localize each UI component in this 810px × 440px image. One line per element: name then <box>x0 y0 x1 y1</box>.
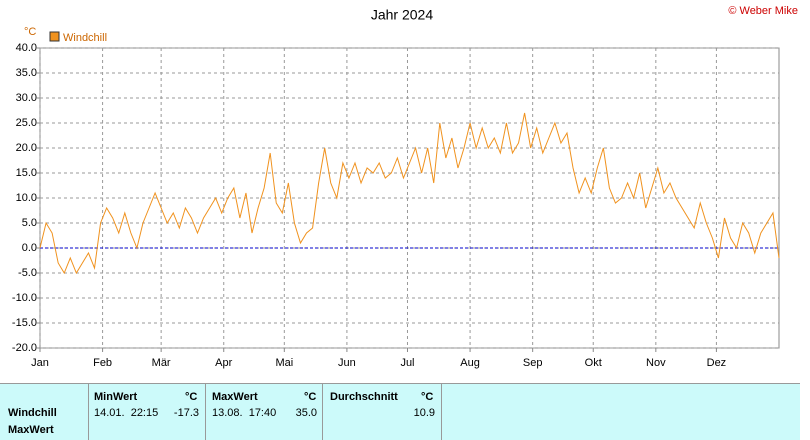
y-tick-label: 25.0 <box>16 117 37 129</box>
x-tick-label: Sep <box>523 357 543 369</box>
separator <box>322 384 323 440</box>
header: °C <box>421 391 434 403</box>
row-label: Windchill <box>8 407 57 419</box>
y-tick-label: -20.0 <box>12 342 37 354</box>
separator <box>441 384 442 440</box>
x-tick-label: Apr <box>215 357 232 369</box>
copyright: © Weber Mike <box>728 5 798 17</box>
y-unit: °C <box>24 26 36 38</box>
separator <box>88 384 89 440</box>
x-tick-label: Mai <box>275 357 293 369</box>
y-tick-label: 40.0 <box>16 42 37 54</box>
y-tick-label: 30.0 <box>16 92 37 104</box>
y-tick-label: 10.0 <box>16 192 37 204</box>
row-label: MaxWert <box>8 424 54 436</box>
legend-swatch <box>49 31 60 42</box>
data-line <box>39 112 780 275</box>
header: MinWert <box>94 391 138 403</box>
y-tick-label: 20.0 <box>16 142 37 154</box>
header: Durchschnitt <box>330 391 398 403</box>
x-tick-label: Aug <box>460 357 480 369</box>
x-tick-label: Mär <box>152 357 171 369</box>
chart: Jahr 2024 © Weber Mike °C -20.0 -15.0 -10.… <box>12 5 798 369</box>
x-tick-label: Jul <box>400 357 414 369</box>
header: MaxWert <box>212 391 258 403</box>
header: °C <box>304 391 317 403</box>
legend-label: Windchill <box>63 32 107 44</box>
x-tick-label: Okt <box>585 357 602 369</box>
cell: 14.01. 22:15 <box>94 407 159 419</box>
y-tick-label: -5.0 <box>18 267 37 279</box>
cell: 35.0 <box>295 407 317 419</box>
stats-table: MinWert °C MaxWert °C Durchschnitt °C Wi… <box>0 383 800 440</box>
cell: -17.3 <box>173 407 199 419</box>
header: °C <box>185 391 198 403</box>
separator <box>205 384 206 440</box>
y-tick-label: 35.0 <box>16 67 37 79</box>
x-tick-label: Nov <box>646 357 666 369</box>
y-tick-label: -10.0 <box>12 292 37 304</box>
x-tick-label: Dez <box>707 357 727 369</box>
y-tick-label: 5.0 <box>22 217 37 229</box>
chart-title: Jahr 2024 <box>371 7 433 23</box>
cell: 10.9 <box>413 407 435 419</box>
x-tick-label: Jan <box>31 357 49 369</box>
y-tick-label: -15.0 <box>12 317 37 329</box>
y-tick-label: 0.0 <box>22 242 37 254</box>
cell: 13.08. 17:40 <box>212 407 277 419</box>
y-tick-label: 15.0 <box>16 167 37 179</box>
x-tick-label: Jun <box>338 357 356 369</box>
x-tick-label: Feb <box>93 357 112 369</box>
